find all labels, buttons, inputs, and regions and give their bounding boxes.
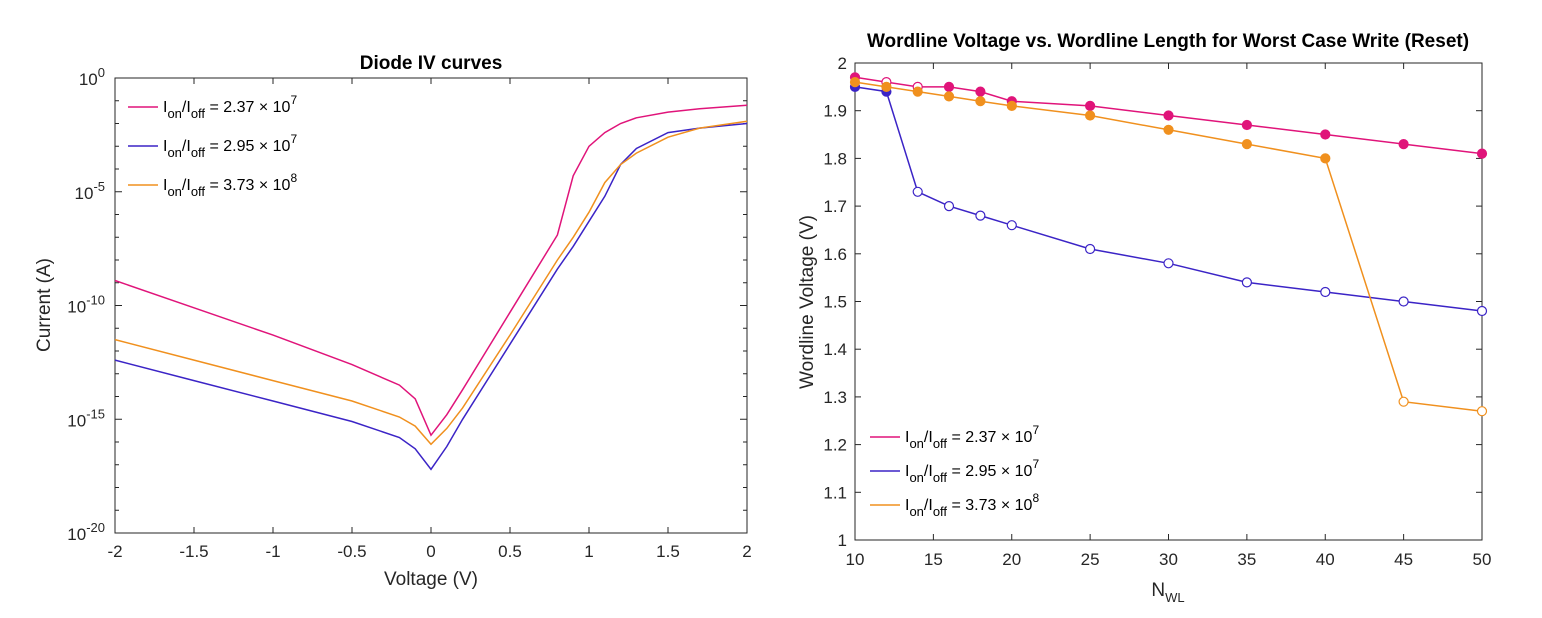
- plot-area: [114, 77, 748, 534]
- data-point: [1163, 258, 1174, 269]
- legend-label: Ion/Ioff = 2.37 × 107: [905, 423, 1039, 451]
- data-point: [975, 86, 986, 97]
- y-tick-label: 1.6: [823, 245, 847, 264]
- data-point: [1476, 406, 1488, 417]
- data-point: [1476, 148, 1488, 159]
- y-tick-label: 100: [79, 65, 105, 89]
- y-tick-label: 1.5: [823, 293, 847, 312]
- legend: Ion/Ioff = 2.37 × 107 Ion/Ioff = 2.95 × 1…: [870, 423, 1039, 519]
- y-axis-label: Current (A): [34, 258, 55, 352]
- data-point: [1163, 110, 1174, 121]
- data-point: [1241, 119, 1253, 131]
- chart-diode-iv: Diode IV curves -2 -1.5 -1 -0.5 0 0.5 1 1.5 2 100…: [34, 53, 752, 590]
- legend-label: Ion/Ioff = 2.37 × 107: [163, 93, 297, 121]
- chart-title: Diode IV curves: [360, 53, 503, 74]
- x-axis-label: Voltage (V): [384, 569, 478, 590]
- series-line: [854, 76, 1483, 155]
- data-point: [912, 186, 923, 197]
- legend-entry: Ion/Ioff = 2.37 × 107: [128, 93, 297, 121]
- data-point: [1241, 277, 1253, 288]
- x-axis-label: NWL: [1151, 580, 1184, 605]
- x-tick-label: 0: [426, 542, 435, 561]
- data-point: [943, 201, 955, 212]
- series-lines: [114, 104, 748, 471]
- y-tick-label: 1.8: [823, 149, 847, 168]
- y-tick-label: 1: [838, 531, 847, 550]
- x-tick-label: 1: [584, 542, 593, 561]
- x-tick-label: 15: [924, 550, 943, 569]
- x-tick-label: 45: [1394, 550, 1413, 569]
- data-point: [1241, 139, 1253, 150]
- data-point: [1320, 153, 1331, 164]
- legend-label: Ion/Ioff = 3.73 × 108: [163, 171, 297, 199]
- data-point: [975, 210, 986, 221]
- x-tick-label: 40: [1316, 550, 1335, 569]
- x-tick-label: -2: [107, 542, 122, 561]
- legend-label: Ion/Ioff = 2.95 × 107: [163, 132, 297, 160]
- legend-entry: Ion/Ioff = 3.73 × 108: [128, 171, 297, 199]
- data-point: [1398, 296, 1409, 307]
- x-tick-label: -1: [265, 542, 280, 561]
- data-point: [1084, 100, 1096, 112]
- x-tick-label: 2: [742, 542, 751, 561]
- y-tick-label: 10-5: [75, 179, 105, 203]
- legend-entry: Ion/Ioff = 2.95 × 107: [870, 457, 1039, 485]
- series-line: [854, 86, 1483, 312]
- y-tick-label: 1.4: [823, 340, 847, 359]
- data-point: [1398, 396, 1409, 407]
- x-tick-label: 10: [846, 550, 865, 569]
- y-tick-label: 10-10: [67, 293, 105, 317]
- chart-wordline-voltage: Wordline Voltage vs. Wordline Length for…: [797, 31, 1491, 605]
- series-line: [114, 120, 748, 446]
- y-tick-label: 1.3: [823, 388, 847, 407]
- legend-entry: Ion/Ioff = 2.95 × 107: [128, 132, 297, 160]
- series-line: [854, 81, 1483, 412]
- x-tick-label: 30: [1159, 550, 1178, 569]
- legend-label: Ion/Ioff = 2.95 × 107: [905, 457, 1039, 485]
- y-tick-label: 10-15: [67, 406, 105, 430]
- data-point: [943, 81, 955, 93]
- data-point: [1320, 129, 1331, 140]
- legend: Ion/Ioff = 2.37 × 107 Ion/Ioff = 2.95 × 1…: [128, 93, 297, 199]
- y-tick-label: 2: [838, 54, 847, 73]
- series-line: [114, 104, 748, 437]
- y-tick-label: 10-20: [67, 520, 105, 544]
- y-tick-label: 1.7: [823, 197, 847, 216]
- series-line: [114, 122, 748, 471]
- x-tick-label: 50: [1473, 550, 1492, 569]
- data-point: [1084, 243, 1096, 255]
- plot-area: [854, 62, 1483, 541]
- x-tick-label: 25: [1081, 550, 1100, 569]
- data-point: [1320, 286, 1331, 298]
- x-tick-label: -0.5: [337, 542, 366, 561]
- series-lines: [849, 72, 1488, 417]
- data-point: [975, 96, 986, 107]
- y-axis-label: Wordline Voltage (V): [797, 215, 818, 389]
- data-point: [1398, 139, 1409, 150]
- data-point: [912, 86, 923, 97]
- x-tick-label: 0.5: [498, 542, 522, 561]
- chart-title: Wordline Voltage vs. Wordline Length for…: [867, 31, 1469, 52]
- data-point: [1163, 124, 1174, 135]
- y-tick-label: 1.9: [823, 102, 847, 121]
- legend-label: Ion/Ioff = 3.73 × 108: [905, 491, 1039, 519]
- y-tick-label: 1.2: [823, 436, 847, 455]
- data-point: [943, 91, 955, 102]
- data-point: [1084, 110, 1096, 121]
- x-tick-label: 1.5: [656, 542, 680, 561]
- x-tick-label: -1.5: [179, 542, 208, 561]
- y-tick-label: 1.1: [823, 483, 847, 502]
- legend-entry: Ion/Ioff = 2.37 × 107: [870, 423, 1039, 451]
- data-point: [1476, 305, 1488, 317]
- data-point: [1006, 220, 1017, 231]
- data-point: [849, 76, 861, 88]
- axis-ticks: 10 15 20 25 30 35 40 45 50 1 1.1 1.2 1.3 1.4 1.5 1.6 1.7…: [823, 54, 1491, 569]
- x-tick-label: 20: [1002, 550, 1021, 569]
- data-point: [881, 81, 892, 93]
- x-tick-label: 35: [1237, 550, 1256, 569]
- legend-entry: Ion/Ioff = 3.73 × 108: [870, 491, 1039, 519]
- axis-ticks: -2 -1.5 -1 -0.5 0 0.5 1 1.5 2 100 10-5 10-10 10-15 10…: [67, 65, 751, 561]
- data-point: [1006, 100, 1017, 112]
